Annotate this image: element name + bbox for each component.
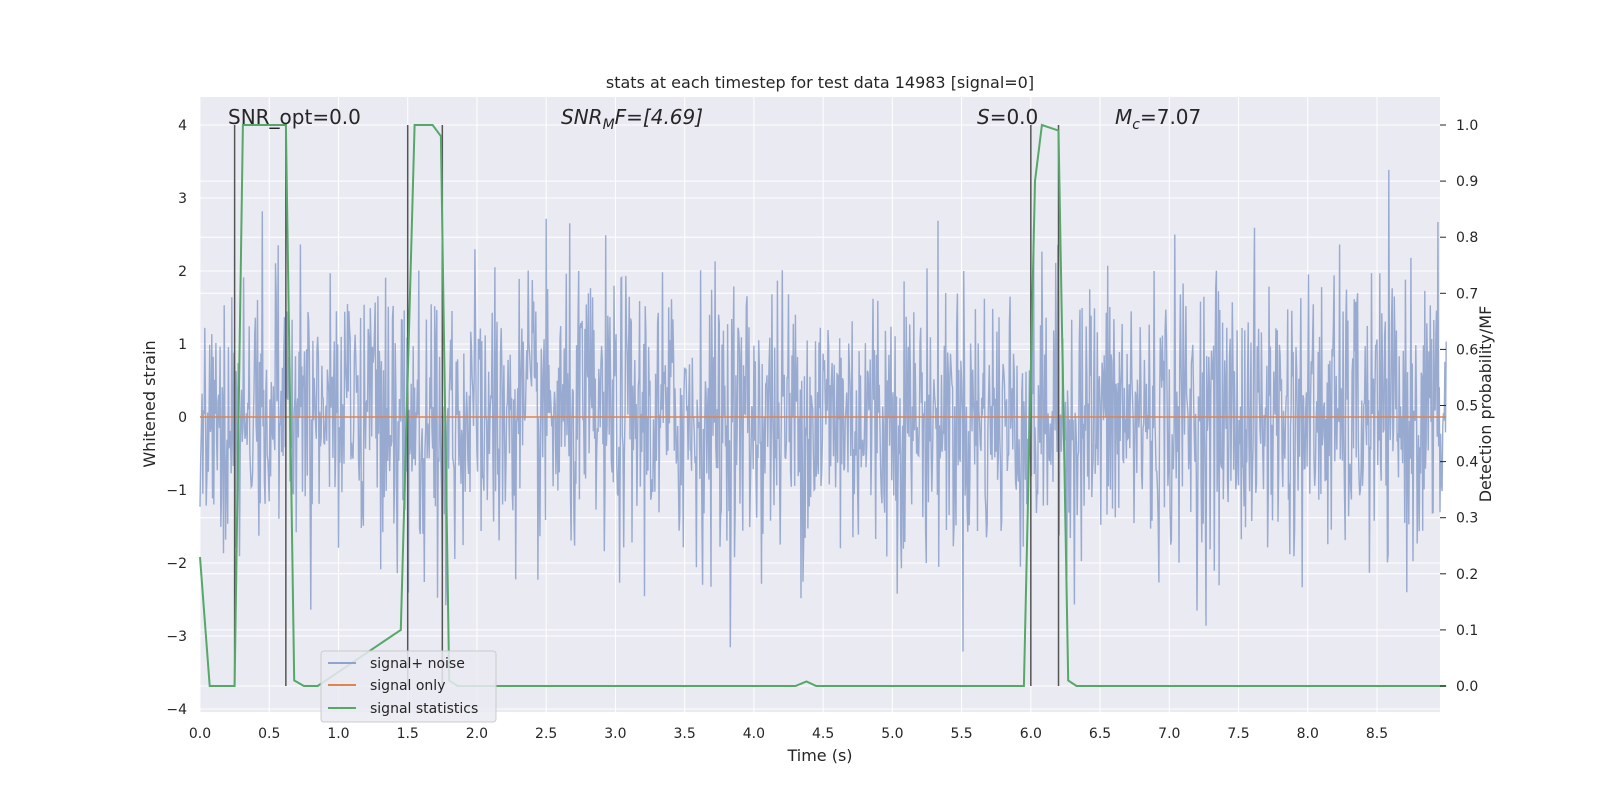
y2-tick-label: 0.1 bbox=[1456, 623, 1478, 639]
annotation-mc: Mc=7.07 bbox=[1115, 105, 1201, 133]
annotation-snr-mf: SNRMF=[4.69] bbox=[561, 105, 703, 133]
x-axis-label: Time (s) bbox=[786, 746, 852, 765]
x-tick-label: 0.0 bbox=[189, 726, 211, 742]
y-tick-labels: 4 3 2 1 0 −1 −2 −3 −4 bbox=[166, 118, 187, 718]
y2-tick-labels: 1.0 0.9 0.8 0.7 0.6 0.5 0.4 0.3 0.2 0.1 0.0 bbox=[1440, 118, 1478, 695]
y2-tick-label: 0.0 bbox=[1456, 679, 1478, 695]
y-tick-label: 4 bbox=[178, 118, 187, 134]
y-tick-label: 3 bbox=[178, 191, 187, 207]
y2-tick-label: 0.3 bbox=[1456, 511, 1478, 527]
y2-tick-label: 1.0 bbox=[1456, 118, 1478, 134]
x-tick-label: 3.0 bbox=[604, 726, 626, 742]
y-tick-label: 2 bbox=[178, 264, 187, 280]
x-tick-label: 0.5 bbox=[258, 726, 280, 742]
annotation-mc-base: M bbox=[1115, 105, 1132, 129]
y-tick-label: −4 bbox=[166, 702, 187, 718]
y2-tick-label: 0.5 bbox=[1456, 399, 1478, 415]
annotation-s-var: S bbox=[977, 105, 990, 129]
y2-tick-label: 0.8 bbox=[1456, 230, 1478, 246]
y-tick-label: −3 bbox=[166, 629, 187, 645]
x-tick-labels: 0.0 0.5 1.0 1.5 2.0 2.5 3.0 3.5 4.0 4.5 5.0 5.5 6.0 6… bbox=[189, 726, 1388, 742]
x-tick-label: 7.5 bbox=[1227, 726, 1249, 742]
legend-box bbox=[320, 650, 497, 723]
y2-tick-label: 0.9 bbox=[1456, 174, 1478, 190]
y2-tick-label: 0.4 bbox=[1456, 455, 1478, 471]
x-tick-label: 1.5 bbox=[397, 726, 419, 742]
chart-title: stats at each timestep for test data 149… bbox=[606, 73, 1034, 92]
y2-tick-label: 0.6 bbox=[1456, 342, 1478, 358]
y-axis-label: Whitened strain bbox=[140, 340, 159, 467]
x-tick-label: 1.0 bbox=[327, 726, 349, 742]
y-tick-label: 1 bbox=[178, 337, 187, 353]
y2-axis-label: Detection probability/MF bbox=[1476, 306, 1495, 503]
signal-statistics-line bbox=[199, 123, 1447, 687]
annotation-mc-rest: =7.07 bbox=[1140, 105, 1201, 129]
annotation-s-rest: =0.0 bbox=[990, 105, 1039, 129]
x-tick-label: 2.0 bbox=[466, 726, 488, 742]
annotation-snr-mf-rest: F=[4.69] bbox=[615, 105, 703, 129]
series-signal-statistics bbox=[199, 123, 1447, 687]
x-tick-label: 3.5 bbox=[674, 726, 696, 742]
x-tick-label: 7.0 bbox=[1158, 726, 1180, 742]
x-tick-label: 5.0 bbox=[881, 726, 903, 742]
x-tick-label: 2.5 bbox=[535, 726, 557, 742]
annotation-snr-opt: SNR_opt=0.0 bbox=[228, 105, 361, 129]
legend-label-signal-statistics: signal statistics bbox=[370, 701, 478, 717]
x-tick-label: 6.0 bbox=[1020, 726, 1042, 742]
legend-label-signal-only: signal only bbox=[370, 678, 445, 694]
x-tick-label: 6.5 bbox=[1089, 726, 1111, 742]
annotation-s: S=0.0 bbox=[977, 105, 1038, 129]
x-tick-label: 8.5 bbox=[1366, 726, 1388, 742]
annotation-snr-mf-base: SNR bbox=[561, 105, 603, 129]
y2-tick-label: 0.2 bbox=[1456, 567, 1478, 583]
annotation-snr-mf-sub: M bbox=[603, 117, 615, 133]
y-tick-label: −2 bbox=[166, 556, 187, 572]
y-tick-label: −1 bbox=[166, 483, 187, 499]
y2-tick-label: 0.7 bbox=[1456, 286, 1478, 302]
x-tick-label: 5.5 bbox=[950, 726, 972, 742]
x-tick-label: 8.0 bbox=[1297, 726, 1319, 742]
x-tick-label: 4.5 bbox=[812, 726, 834, 742]
y-tick-label: 0 bbox=[178, 410, 187, 426]
x-tick-label: 4.0 bbox=[743, 726, 765, 742]
legend: signal+ noise signal only signal statist… bbox=[320, 650, 497, 723]
legend-label-signal-noise: signal+ noise bbox=[370, 656, 465, 672]
annotation-mc-sub: c bbox=[1132, 117, 1140, 133]
